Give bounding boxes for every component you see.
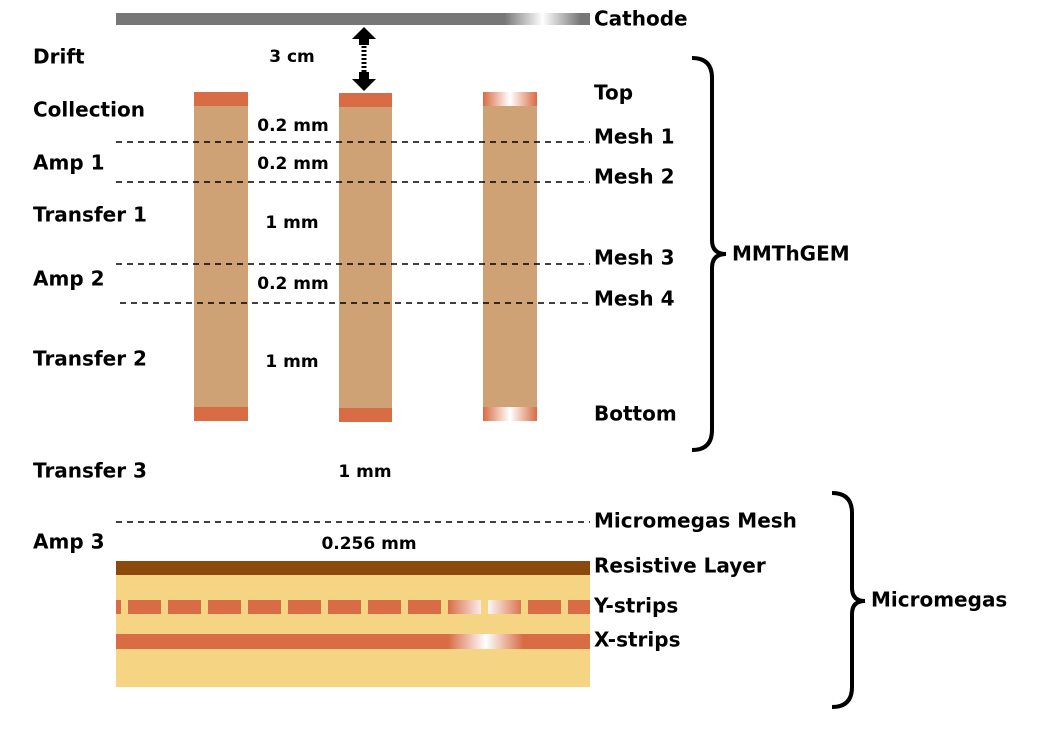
layer-label: Top [594,81,633,105]
cathode-plate [116,13,590,25]
y-strip [568,600,590,614]
y-strip [208,600,241,614]
region-label: Transfer 2 [33,347,147,371]
gap-label: 0.256 mm [321,534,416,554]
y-strip [128,600,161,614]
region-label: Amp 3 [33,530,105,554]
gap-label: 0.2 mm [257,116,328,136]
y-strip [368,600,401,614]
group-label: Micromegas [871,588,1007,612]
y-strip [488,600,521,614]
y-strip [408,600,441,614]
gap-label: 0.2 mm [257,154,328,174]
layer-label: X-strips [594,628,681,652]
region-label: Amp 2 [33,267,105,291]
layer-label: Mesh 1 [594,125,675,149]
layer-label: Y-strips [593,594,678,618]
layer-label: Resistive Layer [594,554,766,578]
brace [691,56,727,452]
layer-label: Mesh 2 [594,165,675,189]
brace [831,491,866,709]
thgem-pillars [194,92,537,422]
layer-label: Cathode [594,7,688,31]
gap-label: 0.2 mm [257,274,328,294]
region-label: Amp 1 [33,151,105,175]
region-label: Transfer 3 [33,459,147,483]
y-strip [288,600,321,614]
region-label: Transfer 1 [33,203,147,227]
gap-label: 1 mm [265,213,318,233]
y-strip [328,600,361,614]
layer-label: Bottom [594,402,677,426]
layer-label: Mesh 3 [594,246,675,270]
drift-arrow [352,27,376,91]
group-label: MMThGEM [732,242,850,266]
region-label: Drift [33,45,85,69]
gap-label: 1 mm [265,352,318,372]
gap-label: 3 cm [269,47,315,67]
gap-label: 1 mm [338,462,391,482]
layer-label: Mesh 4 [594,287,675,311]
y-strip [248,600,281,614]
mesh-lines [116,141,590,523]
micromegas-stack [116,561,590,687]
y-strip [528,600,561,614]
layer-label: Micromegas Mesh [594,509,797,533]
y-strip [448,600,481,614]
y-strip [168,600,201,614]
region-label: Collection [33,98,145,122]
y-strip [116,600,121,614]
